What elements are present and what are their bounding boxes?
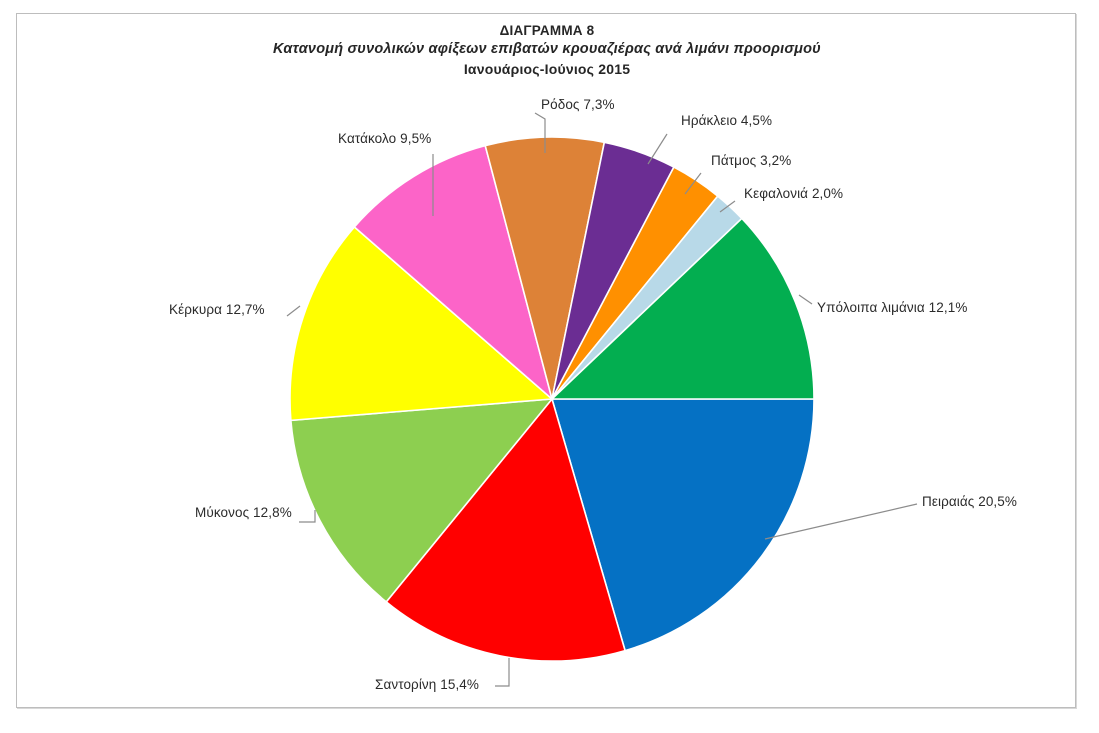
- pie-label-patmos: Πάτμος 3,2%: [711, 153, 792, 168]
- leader-line-peiraias: [764, 503, 918, 540]
- leader-line-patmos: [684, 172, 702, 195]
- leader-line-kefalonia: [719, 200, 736, 213]
- pie-label-irakleio: Ηράκλειο 4,5%: [681, 113, 773, 128]
- leader-line-ypoloipa: [798, 294, 813, 305]
- pie-slice[interactable]: [385, 397, 627, 662]
- leader-line-rodos: [534, 112, 546, 153]
- pie-slice[interactable]: [550, 398, 815, 652]
- leader-line-irakleio: [647, 133, 668, 165]
- pie-label-peiraias: Πειραιάς 20,5%: [922, 494, 1017, 509]
- chart-subtitle: Κατανομή συνολικών αφίξεων επιβατών κρου…: [273, 41, 821, 58]
- pie-slice-group: [289, 136, 815, 662]
- pie-label-mykonos: Μύκονος 12,8%: [195, 505, 292, 520]
- leader-line-mykonos: [299, 510, 316, 523]
- leader-line-group: [286, 112, 918, 687]
- leader-line-santorini: [495, 658, 510, 687]
- pie-slice[interactable]: [549, 217, 815, 400]
- chart-period: Ιανουάριος-Ιούνιος 2015: [463, 60, 631, 77]
- pie-label-kerkyra: Κέρκυρα 12,7%: [169, 302, 265, 317]
- pie-slice[interactable]: [353, 144, 554, 402]
- pie-slice[interactable]: [290, 398, 554, 604]
- pie-label-rodos: Ρόδος 7,3%: [541, 97, 615, 112]
- pie-label-ypoloipa: Υπόλοιπα λιμάνια 12,1%: [817, 300, 968, 315]
- pie-chart-svg: [286, 112, 918, 687]
- pie-slice[interactable]: [289, 225, 554, 422]
- pie-label-kefalonia: Κεφαλονιά 2,0%: [744, 186, 844, 201]
- leader-line-kerkyra: [286, 305, 301, 317]
- pie-label-santorini: Σαντορίνη 15,4%: [375, 677, 480, 692]
- chart-title: ΔΙΑΓΡΑΜΜΑ 8: [499, 23, 595, 38]
- pie-label-katakolo: Κατάκολο 9,5%: [338, 131, 432, 146]
- chart-title-block: ΔΙΑΓΡΑΜΜΑ 8 Κατανομή συνολικών αφίξεων ε…: [17, 22, 1077, 79]
- chart-frame: ΔΙΑΓΡΑΜΜΑ 8 Κατανομή συνολικών αφίξεων ε…: [16, 13, 1076, 708]
- pie-chart-plot-area: Πειραιάς 20,5% Σαντορίνη 15,4% Μύκονος 1…: [17, 14, 1077, 709]
